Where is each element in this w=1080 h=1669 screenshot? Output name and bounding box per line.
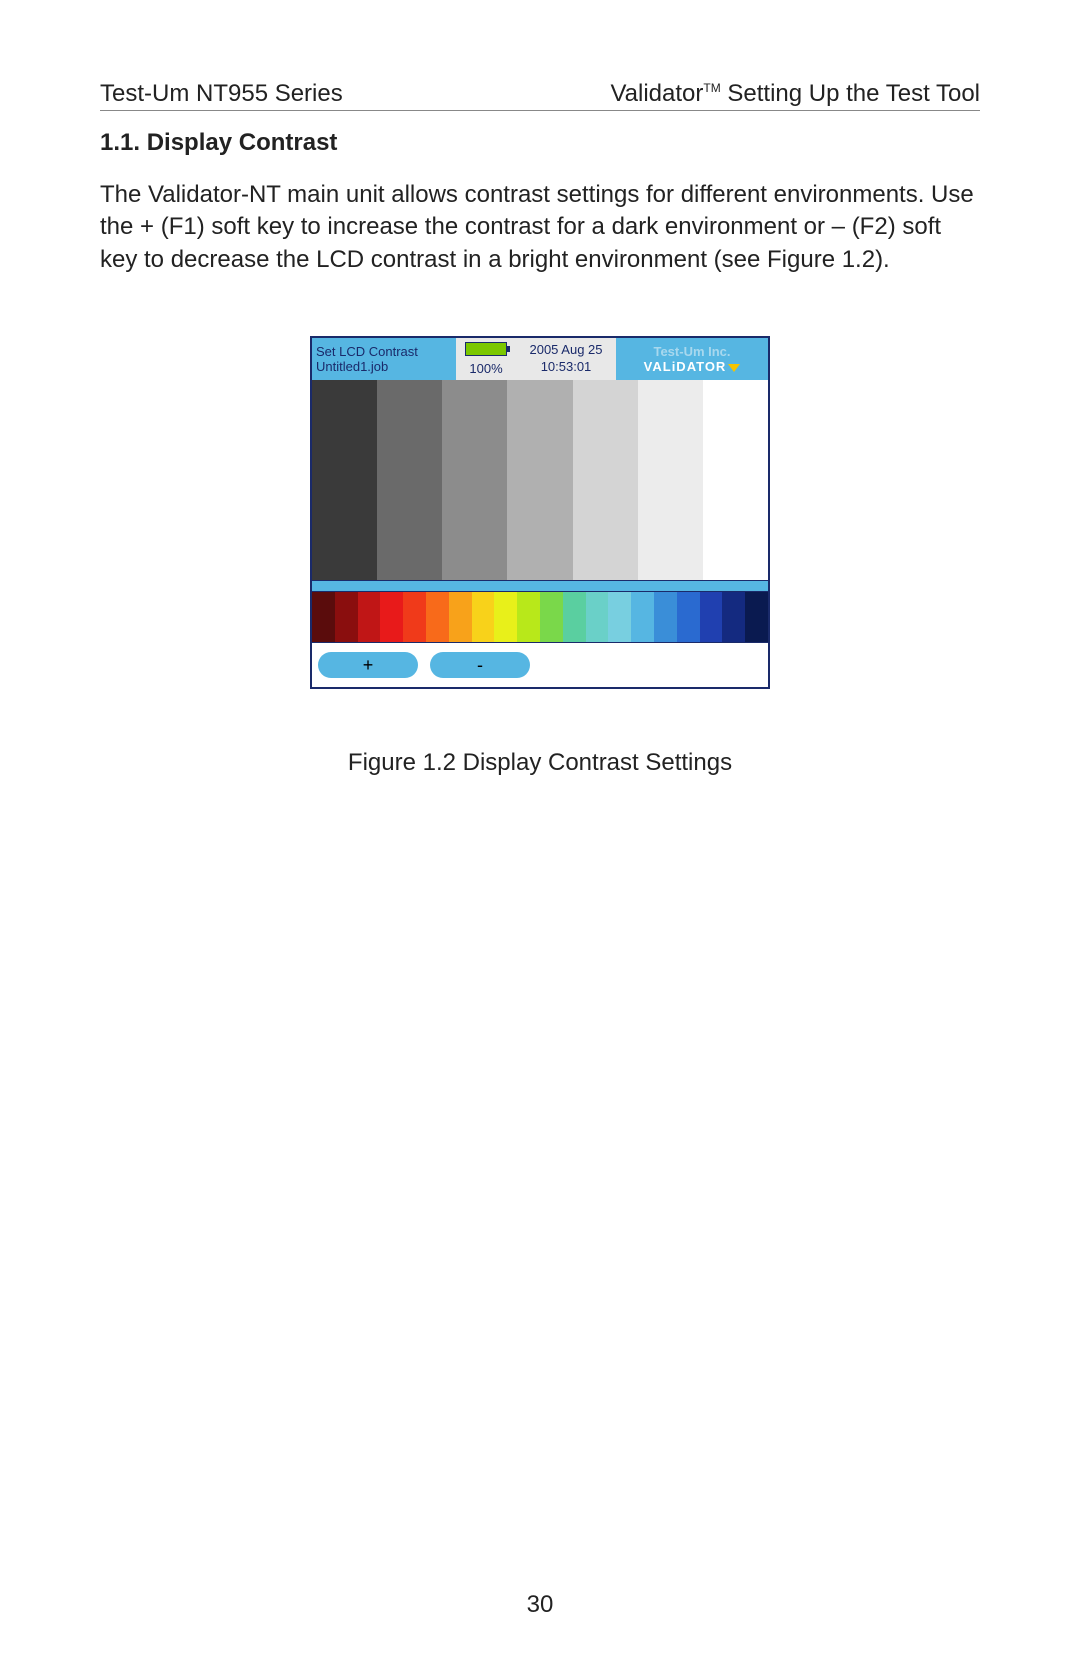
color-swatch xyxy=(563,592,586,642)
status-battery-area: 100% xyxy=(456,338,516,380)
brand-triangle-icon xyxy=(728,364,740,372)
gray-bar xyxy=(573,380,638,580)
color-swatch xyxy=(494,592,517,642)
gray-bar xyxy=(312,380,377,580)
grayscale-bars xyxy=(312,380,768,580)
status-date: 2005 Aug 25 xyxy=(529,342,602,359)
job-name: Untitled1.job xyxy=(316,359,456,375)
header-tm: TM xyxy=(703,81,720,95)
color-swatch xyxy=(335,592,358,642)
page-number: 30 xyxy=(0,1591,1080,1619)
color-swatch xyxy=(426,592,449,642)
color-swatch xyxy=(722,592,745,642)
color-swatch xyxy=(403,592,426,642)
status-bar: Set LCD Contrast Untitled1.job 100% 2005… xyxy=(312,338,768,380)
gray-bar xyxy=(442,380,507,580)
color-swatch xyxy=(380,592,403,642)
softkey-plus[interactable]: + xyxy=(318,652,418,678)
gray-bar xyxy=(703,380,768,580)
gray-bar xyxy=(377,380,442,580)
gray-bar xyxy=(638,380,703,580)
color-swatch xyxy=(654,592,677,642)
brand-line2: VALiDATOR xyxy=(644,359,741,375)
status-time: 10:53:01 xyxy=(541,359,592,376)
header-right-suffix: Setting Up the Test Tool xyxy=(721,80,980,107)
document-page: Test-Um NT955 Series ValidatorTM Setting… xyxy=(0,0,1080,1669)
color-swatch xyxy=(312,592,335,642)
screen-title: Set LCD Contrast xyxy=(316,344,456,360)
figure-caption: Figure 1.2 Display Contrast Settings xyxy=(100,749,980,777)
section-title: 1.1. Display Contrast xyxy=(100,129,980,157)
device-screen: Set LCD Contrast Untitled1.job 100% 2005… xyxy=(310,336,770,689)
color-swatch xyxy=(677,592,700,642)
status-datetime: 2005 Aug 25 10:53:01 xyxy=(516,338,616,380)
battery-percent: 100% xyxy=(469,361,502,376)
color-swatch xyxy=(586,592,609,642)
battery-icon xyxy=(465,342,507,356)
brand-line1: Test-Um Inc. xyxy=(653,344,730,360)
color-spectrum xyxy=(312,592,768,642)
color-swatch xyxy=(517,592,540,642)
color-swatch xyxy=(449,592,472,642)
color-swatch xyxy=(472,592,495,642)
color-swatch xyxy=(745,592,768,642)
color-swatch xyxy=(540,592,563,642)
gray-bar xyxy=(507,380,572,580)
page-header: Test-Um NT955 Series ValidatorTM Setting… xyxy=(100,80,980,111)
figure-wrap: Set LCD Contrast Untitled1.job 100% 2005… xyxy=(100,336,980,689)
header-right: ValidatorTM Setting Up the Test Tool xyxy=(610,80,980,108)
color-swatch xyxy=(608,592,631,642)
brand-text: VALiDATOR xyxy=(644,359,727,374)
softkey-row: + - xyxy=(312,642,768,687)
status-brand: Test-Um Inc. VALiDATOR xyxy=(616,338,768,380)
status-left: Set LCD Contrast Untitled1.job xyxy=(312,338,456,380)
header-right-prefix: Validator xyxy=(610,80,703,107)
header-left: Test-Um NT955 Series xyxy=(100,80,343,108)
section-body: The Validator-NT main unit allows contra… xyxy=(100,179,980,276)
blue-divider xyxy=(312,580,768,592)
softkey-minus[interactable]: - xyxy=(430,652,530,678)
color-swatch xyxy=(358,592,381,642)
color-swatch xyxy=(631,592,654,642)
color-swatch xyxy=(700,592,723,642)
